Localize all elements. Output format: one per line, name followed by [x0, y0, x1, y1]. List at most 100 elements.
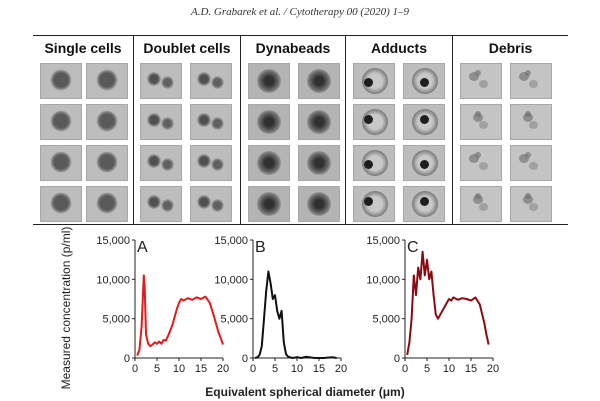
cell-blob — [50, 69, 72, 91]
micrograph-thumbnail — [510, 63, 552, 99]
micrograph-thumbnail — [140, 63, 182, 99]
column-divider — [133, 36, 134, 224]
micrograph-thumbnail — [190, 186, 232, 222]
panel-label: C — [407, 239, 419, 256]
cell-blob — [420, 197, 429, 206]
micrograph-thumbnail — [248, 104, 290, 140]
micrograph-thumbnail — [248, 145, 290, 181]
x-tick-label: 0 — [132, 363, 138, 375]
cell-blob — [475, 70, 481, 76]
cell-blob — [147, 195, 161, 209]
x-tick-label: 5 — [424, 363, 430, 375]
x-tick-label: 15 — [195, 363, 207, 375]
micrograph-thumbnail — [86, 104, 128, 140]
micrograph-thumbnail — [40, 104, 82, 140]
micrograph-thumbnail — [140, 104, 182, 140]
cell-blob — [473, 195, 483, 204]
cell-blob — [211, 199, 224, 212]
micrograph-thumbnail — [403, 63, 445, 99]
micrograph-thumbnail — [353, 186, 395, 222]
cell-blob — [525, 70, 531, 76]
micrograph-thumbnail — [403, 145, 445, 181]
panel-bottom-rule — [33, 224, 568, 225]
cell-blob — [525, 193, 531, 199]
y-tick-label: 10,000 — [96, 274, 130, 286]
column-heading-adducts: Adducts — [371, 40, 427, 56]
micrograph-thumbnail — [510, 104, 552, 140]
cell-blob — [364, 78, 373, 87]
micrograph-thumbnail — [298, 63, 340, 99]
micrograph-thumbnail — [248, 186, 290, 222]
series-line — [254, 270, 337, 359]
micrograph-thumbnail — [353, 104, 395, 140]
column-divider — [240, 36, 241, 224]
y-tick-label: 5,000 — [372, 314, 400, 326]
micrograph-thumbnail — [86, 63, 128, 99]
x-tick-label: 10 — [443, 363, 455, 375]
micrograph-thumbnail — [460, 104, 502, 140]
cell-blob — [525, 111, 531, 117]
y-tick-label: 5,000 — [220, 314, 248, 326]
cell-blob — [529, 162, 538, 170]
micrograph-thumbnail — [190, 63, 232, 99]
cell-blob — [307, 69, 331, 93]
cell-blob — [475, 111, 481, 117]
micrograph-thumbnail — [353, 145, 395, 181]
cell-blob — [307, 192, 331, 216]
cell-blob — [420, 115, 429, 124]
micrograph-thumbnail — [403, 104, 445, 140]
x-tick-label: 0 — [402, 363, 408, 375]
cell-blob — [211, 158, 224, 171]
x-tick-label: 20 — [335, 363, 347, 375]
micrograph-thumbnail — [40, 63, 82, 99]
x-tick-label: 10 — [291, 363, 303, 375]
x-tick-label: 10 — [173, 363, 185, 375]
x-axis-label: Equivalent spherical diameter (μm) — [205, 385, 404, 399]
y-tick-label: 5,000 — [102, 314, 130, 326]
cell-blob — [307, 110, 331, 134]
micrograph-thumbnail — [86, 145, 128, 181]
micrograph-thumbnail — [298, 186, 340, 222]
panel-label: A — [137, 239, 148, 256]
cell-blob — [475, 152, 481, 158]
cell-blob — [479, 80, 488, 88]
cell-blob — [257, 151, 281, 175]
cell-blob — [307, 151, 331, 175]
x-tick-label: 20 — [487, 363, 499, 375]
cell-blob — [479, 121, 488, 129]
cell-blob — [529, 80, 538, 88]
cell-blob — [364, 115, 373, 124]
micrograph-thumbnail — [403, 186, 445, 222]
x-tick-label: 5 — [154, 363, 160, 375]
cell-blob — [211, 117, 224, 130]
cell-blob — [420, 78, 429, 87]
micrograph-thumbnail — [86, 186, 128, 222]
cell-blob — [364, 160, 373, 169]
x-tick-label: 15 — [313, 363, 325, 375]
running-head: A.D. Grabarek et al. / Cytotherapy 00 (2… — [190, 6, 410, 18]
cell-blob — [469, 72, 479, 81]
cell-blob — [257, 192, 281, 216]
micrograph-thumbnail — [190, 145, 232, 181]
x-tick-label: 0 — [250, 363, 256, 375]
cell-blob — [50, 151, 72, 173]
panel-label: B — [255, 239, 266, 256]
cell-blob — [529, 121, 538, 129]
cell-blob — [50, 110, 72, 132]
cell-blob — [96, 69, 118, 91]
micrograph-thumbnail — [140, 145, 182, 181]
micrograph-thumbnail — [298, 145, 340, 181]
micrograph-thumbnail — [353, 63, 395, 99]
micrograph-thumbnail — [298, 104, 340, 140]
cell-blob — [257, 110, 281, 134]
micrograph-thumbnail — [140, 186, 182, 222]
cell-blob — [161, 76, 174, 89]
cell-blob — [523, 113, 533, 122]
cell-blob — [420, 160, 429, 169]
x-tick-label: 15 — [465, 363, 477, 375]
micrograph-thumbnail — [190, 104, 232, 140]
y-tick-label: 15,000 — [366, 235, 400, 247]
cell-blob — [479, 203, 488, 211]
panel-top-rule — [33, 35, 568, 36]
